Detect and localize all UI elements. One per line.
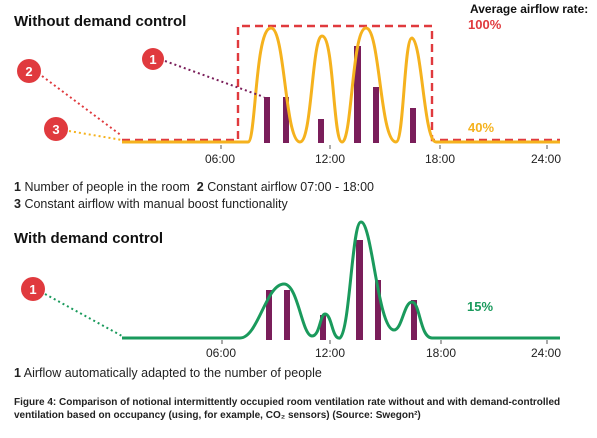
bottom-people-bar [375, 280, 381, 340]
bottom-people-bar [356, 240, 363, 340]
bottom-legend-num-1: 1 [14, 366, 21, 380]
top-tick-24: 24:00 [531, 152, 562, 166]
top-people-bar [354, 46, 361, 143]
marker-1-label: 1 [149, 52, 156, 67]
legend-num-1: 1 [14, 180, 21, 194]
bottom-people-bar [411, 300, 417, 340]
bottom-legend-text-1: Airflow automatically adapted to the num… [23, 366, 322, 380]
legend-num-2: 2 [196, 180, 204, 194]
bottom-tick-12: 12:00 [315, 346, 346, 360]
bottom-tick-06: 06:00 [206, 346, 237, 360]
average-airflow-label: Average airflow rate: [470, 2, 589, 16]
marker-2-leader [41, 75, 123, 137]
top-tick-06: 06:00 [205, 152, 236, 166]
top-people-bar [318, 119, 324, 143]
bottom-marker-1-leader [44, 293, 123, 337]
bottom-people-bar [320, 315, 326, 340]
bottom-tick-18: 18:00 [426, 346, 457, 360]
top-legend-line-2: 3 Constant airflow with manual boost fun… [14, 197, 288, 211]
top-tick-12: 12:00 [315, 152, 346, 166]
top-title: Without demand control [14, 13, 187, 30]
green-demand-airflow-line [122, 220, 560, 340]
legend-text-3: Constant airflow with manual boost funct… [24, 197, 288, 211]
top-people-bar [264, 97, 270, 143]
marker-3-leader [68, 130, 123, 141]
bottom-title: With demand control [14, 230, 164, 247]
top-legend-line-1: 1 Number of people in the room 2 Constan… [14, 180, 374, 194]
bottom-tick-24: 24:00 [531, 346, 562, 360]
orange-boost-airflow-line [122, 26, 560, 144]
marker-3-circle [44, 117, 68, 141]
red-constant-airflow-line [122, 24, 560, 142]
bottom-people-bar [284, 290, 290, 340]
legend-text-1: Number of people in the room [24, 180, 190, 194]
top-people-bar [410, 108, 416, 143]
marker-2-circle [17, 59, 41, 83]
marker-3-label: 3 [52, 122, 59, 137]
legend-num-3: 3 [14, 197, 21, 211]
pct-100-label: 100% [468, 17, 502, 32]
top-tick-18: 18:00 [425, 152, 456, 166]
pct-15-label: 15% [467, 299, 494, 314]
top-axis-ticks [220, 145, 548, 149]
bottom-axis-ticks [221, 340, 548, 344]
bottom-people-bar [266, 290, 272, 340]
bottom-legend-line-1: 1 Airflow automatically adapted to the n… [14, 366, 322, 380]
marker-1-leader [164, 60, 265, 98]
top-people-bar [373, 87, 379, 143]
legend-text-2: Constant airflow 07:00 - 18:00 [207, 180, 374, 194]
marker-2-label: 2 [25, 64, 32, 79]
marker-1-circle [142, 48, 164, 70]
top-people-bar [283, 97, 289, 143]
pct-40-label: 40% [468, 120, 495, 135]
figure-caption: Figure 4: Comparison of notional intermi… [14, 397, 561, 421]
bottom-marker-1-label: 1 [29, 282, 36, 297]
bottom-marker-1-circle [21, 277, 45, 301]
